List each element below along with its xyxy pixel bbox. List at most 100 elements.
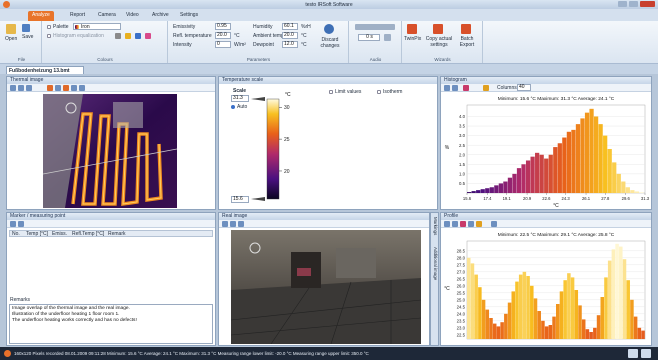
y-tick-label: 26.5 [457, 276, 466, 281]
scale-label: Scale [233, 88, 247, 94]
save-label[interactable]: Save [22, 34, 34, 40]
real-image-panel: Real image [218, 212, 430, 346]
histogram-bar [607, 149, 612, 193]
emissivity-input[interactable]: 0.95 [215, 23, 231, 30]
panel-title: Marker / measuring point [7, 213, 215, 220]
scale-max-input[interactable]: 31.3 [231, 95, 249, 102]
ambient-unit: °C [301, 33, 307, 39]
refl-input[interactable]: 20.0 [215, 32, 231, 39]
profile-bar [507, 302, 512, 339]
y-tick-label: 1.0 [459, 171, 466, 176]
columns-input[interactable]: 40 [517, 84, 531, 91]
histogram-bar [612, 162, 617, 193]
limit-checkbox[interactable] [329, 90, 333, 94]
status-bar: 160x120 Pixels recorded 08.01.2009 09:11… [0, 347, 658, 360]
side-tab[interactable]: Additional image [433, 247, 438, 281]
profile-bar [470, 263, 475, 339]
x-tick-label: 27.8 [601, 196, 610, 201]
group-label: Parameters [246, 57, 271, 62]
refl-unit: °C [234, 33, 240, 39]
copy-icon[interactable] [433, 24, 443, 34]
ribbon-tab[interactable]: Settings [180, 12, 199, 18]
batch-icon[interactable] [461, 24, 471, 34]
remark-line: The underfloor heating works correctly a… [12, 318, 137, 323]
chart-title: Minimum: 15.6 °C Maximum: 31.3 °C Averag… [498, 96, 615, 102]
dewpoint-input[interactable]: 12.0 [282, 41, 298, 48]
view-button[interactable] [628, 349, 638, 358]
remarks-box[interactable]: Image overlap of the thermal image and t… [9, 304, 213, 344]
histogram-bar [503, 181, 508, 193]
histogram-bar [480, 189, 485, 193]
profile-bar [611, 249, 616, 339]
parameters-group: Emissivity 0.95 Refl. temperature 20.0 °… [169, 21, 349, 63]
color-scale: °C 30 25 20 [251, 92, 291, 201]
panel-title: Profile [441, 213, 651, 220]
color-tool[interactable] [115, 33, 121, 39]
y-tick-label: 25.0 [457, 297, 466, 302]
y-tick-label: 27.0 [457, 269, 466, 274]
ribbon-tab[interactable]: Video [126, 12, 139, 18]
chart-title: Minimum: 22.5 °C Maximum: 29.1 °C Averag… [498, 232, 615, 238]
profile-bar [630, 299, 634, 339]
intensity-unit: W/m² [234, 42, 246, 48]
audio-group: 0 s Audio [350, 21, 402, 63]
save-icon[interactable] [22, 24, 30, 32]
histogram-bar [521, 164, 526, 193]
palette-checkbox[interactable] [47, 25, 51, 29]
color-tool[interactable] [135, 33, 141, 39]
twinpix-label[interactable]: TwinPix [404, 36, 422, 42]
profile-bar [578, 305, 582, 339]
ribbon-tab[interactable]: Analyze [28, 11, 54, 21]
histogram-eq-checkbox[interactable] [47, 34, 51, 38]
app-icon[interactable] [3, 1, 10, 8]
open-label[interactable]: Open [5, 36, 18, 42]
profile-bar [485, 309, 490, 339]
x-axis-label: °C [553, 203, 559, 209]
y-tick-label: 24.5 [457, 304, 466, 309]
palette-label: Palette [53, 24, 69, 30]
x-tick-label: 20.9 [523, 196, 532, 201]
scale-min-input[interactable]: 15.6 [231, 196, 249, 203]
ribbon-tab[interactable]: Archive [152, 12, 169, 18]
open-icon[interactable] [6, 24, 16, 34]
ribbon-tab[interactable]: Camera [98, 12, 116, 18]
intensity-input[interactable]: 0 [215, 41, 231, 48]
ambient-input[interactable]: 20.0 [282, 32, 298, 39]
histogram-bar [634, 191, 640, 193]
table-header: No. Temp [°C] Emiss. Refl.Temp [°C] Remark [9, 230, 213, 237]
palette-select[interactable]: Iron [73, 23, 121, 30]
batch-label[interactable]: Batch Export [459, 36, 475, 48]
refl-label: Refl. temperature [173, 33, 212, 39]
histogram-bar [512, 173, 517, 193]
profile-bar [467, 257, 471, 339]
histogram-eq-label[interactable]: Histogram equalization [53, 33, 104, 39]
ribbon-tab[interactable]: Report [70, 12, 86, 18]
profile-bar [522, 271, 527, 339]
audio-record[interactable] [384, 34, 391, 41]
isotherm-checkbox[interactable] [377, 90, 381, 94]
twinpix-icon[interactable] [407, 24, 417, 34]
toolbar [7, 220, 215, 228]
discard-icon[interactable] [324, 24, 334, 34]
max-handle[interactable] [251, 97, 265, 101]
maximize-button[interactable] [629, 1, 638, 7]
document-tab[interactable]: Fußbodenheizung 13.bmt [6, 66, 84, 74]
y-tick-label: 23.0 [457, 325, 466, 330]
minimize-button[interactable] [618, 1, 627, 7]
min-handle[interactable] [251, 197, 265, 201]
side-tab[interactable]: Markings [433, 217, 438, 236]
view-button[interactable] [641, 349, 651, 358]
scale-tick-label: 25 [284, 137, 290, 143]
discard-label[interactable]: Discard changes [320, 37, 340, 49]
color-tool[interactable] [125, 33, 131, 39]
profile-bar [489, 318, 493, 339]
audio-controls[interactable] [355, 24, 395, 30]
markers-panel: Marker / measuring point No. Temp [°C] Emi… [6, 212, 216, 346]
profile-bar [607, 260, 612, 339]
humidity-input[interactable]: 60.1 [282, 23, 298, 30]
color-tool[interactable] [145, 33, 151, 39]
auto-radio[interactable] [231, 105, 235, 109]
copy-label[interactable]: Copy actual settings [425, 36, 453, 48]
close-button[interactable] [640, 1, 655, 7]
profile-bar [478, 287, 482, 339]
